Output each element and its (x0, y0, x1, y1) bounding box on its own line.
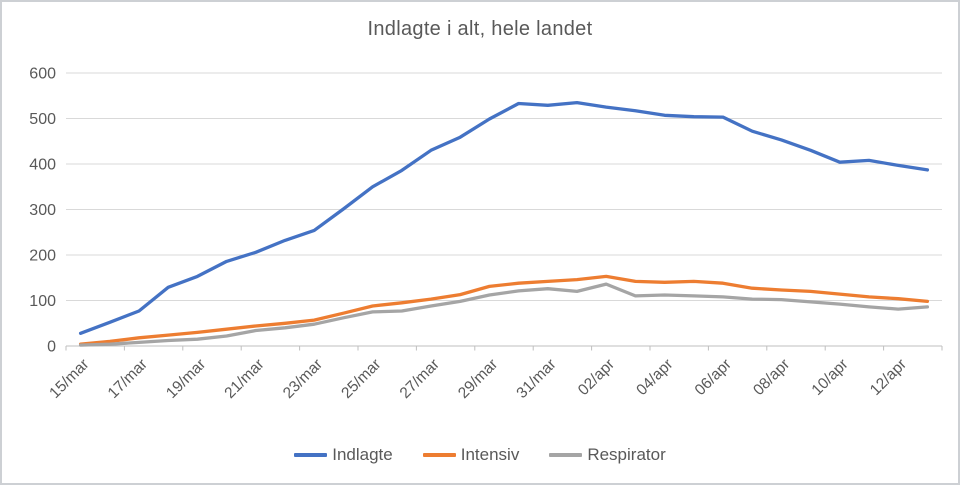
y-tick-label: 500 (29, 111, 56, 128)
x-tick-label: 10/apr (809, 356, 852, 399)
x-tick-label: 19/mar (163, 356, 209, 402)
y-tick-label: 400 (29, 157, 56, 174)
x-tick-label: 31/mar (513, 356, 559, 402)
legend-swatch-indlagte (294, 453, 328, 457)
x-tick-label: 15/mar (46, 356, 92, 402)
legend-item-intensiv: Intensiv (422, 445, 520, 465)
x-tick-label: 12/apr (867, 356, 910, 399)
legend-swatch-respirator (549, 453, 583, 457)
legend-label: Indlagte (332, 445, 393, 464)
y-tick-label: 600 (29, 66, 56, 83)
legend-item-respirator: Respirator (549, 445, 666, 465)
x-tick-label: 21/mar (221, 356, 267, 402)
y-tick-label: 200 (29, 248, 56, 265)
series-line-intensiv (78, 274, 930, 346)
chart-title: Indlagte i alt, hele landet (367, 18, 593, 40)
legend-item-indlagte: Indlagte (294, 445, 393, 465)
x-tick-label: 23/mar (280, 356, 326, 402)
y-tick-label: 300 (29, 202, 56, 219)
legend-label: Intensiv (460, 445, 520, 464)
x-tick-label: 04/apr (633, 356, 676, 399)
x-tick-label: 17/mar (105, 356, 151, 402)
x-tick-label: 06/apr (692, 356, 735, 399)
x-tick-label: 08/apr (750, 356, 793, 399)
legend-swatch-intensiv (422, 453, 456, 457)
y-tick-label: 0 (47, 339, 56, 356)
chart-legend: Indlagte Intensiv Respirator (2, 445, 958, 465)
legend-label: Respirator (587, 445, 666, 464)
x-tick-label: 25/mar (338, 356, 384, 402)
series-line-indlagte (78, 100, 930, 335)
x-tick-label: 02/apr (575, 356, 618, 399)
x-tick-label: 27/mar (397, 356, 443, 402)
x-tick-label: 29/mar (455, 356, 501, 402)
y-tick-label: 100 (29, 293, 56, 310)
series-line-respirator (78, 282, 930, 347)
